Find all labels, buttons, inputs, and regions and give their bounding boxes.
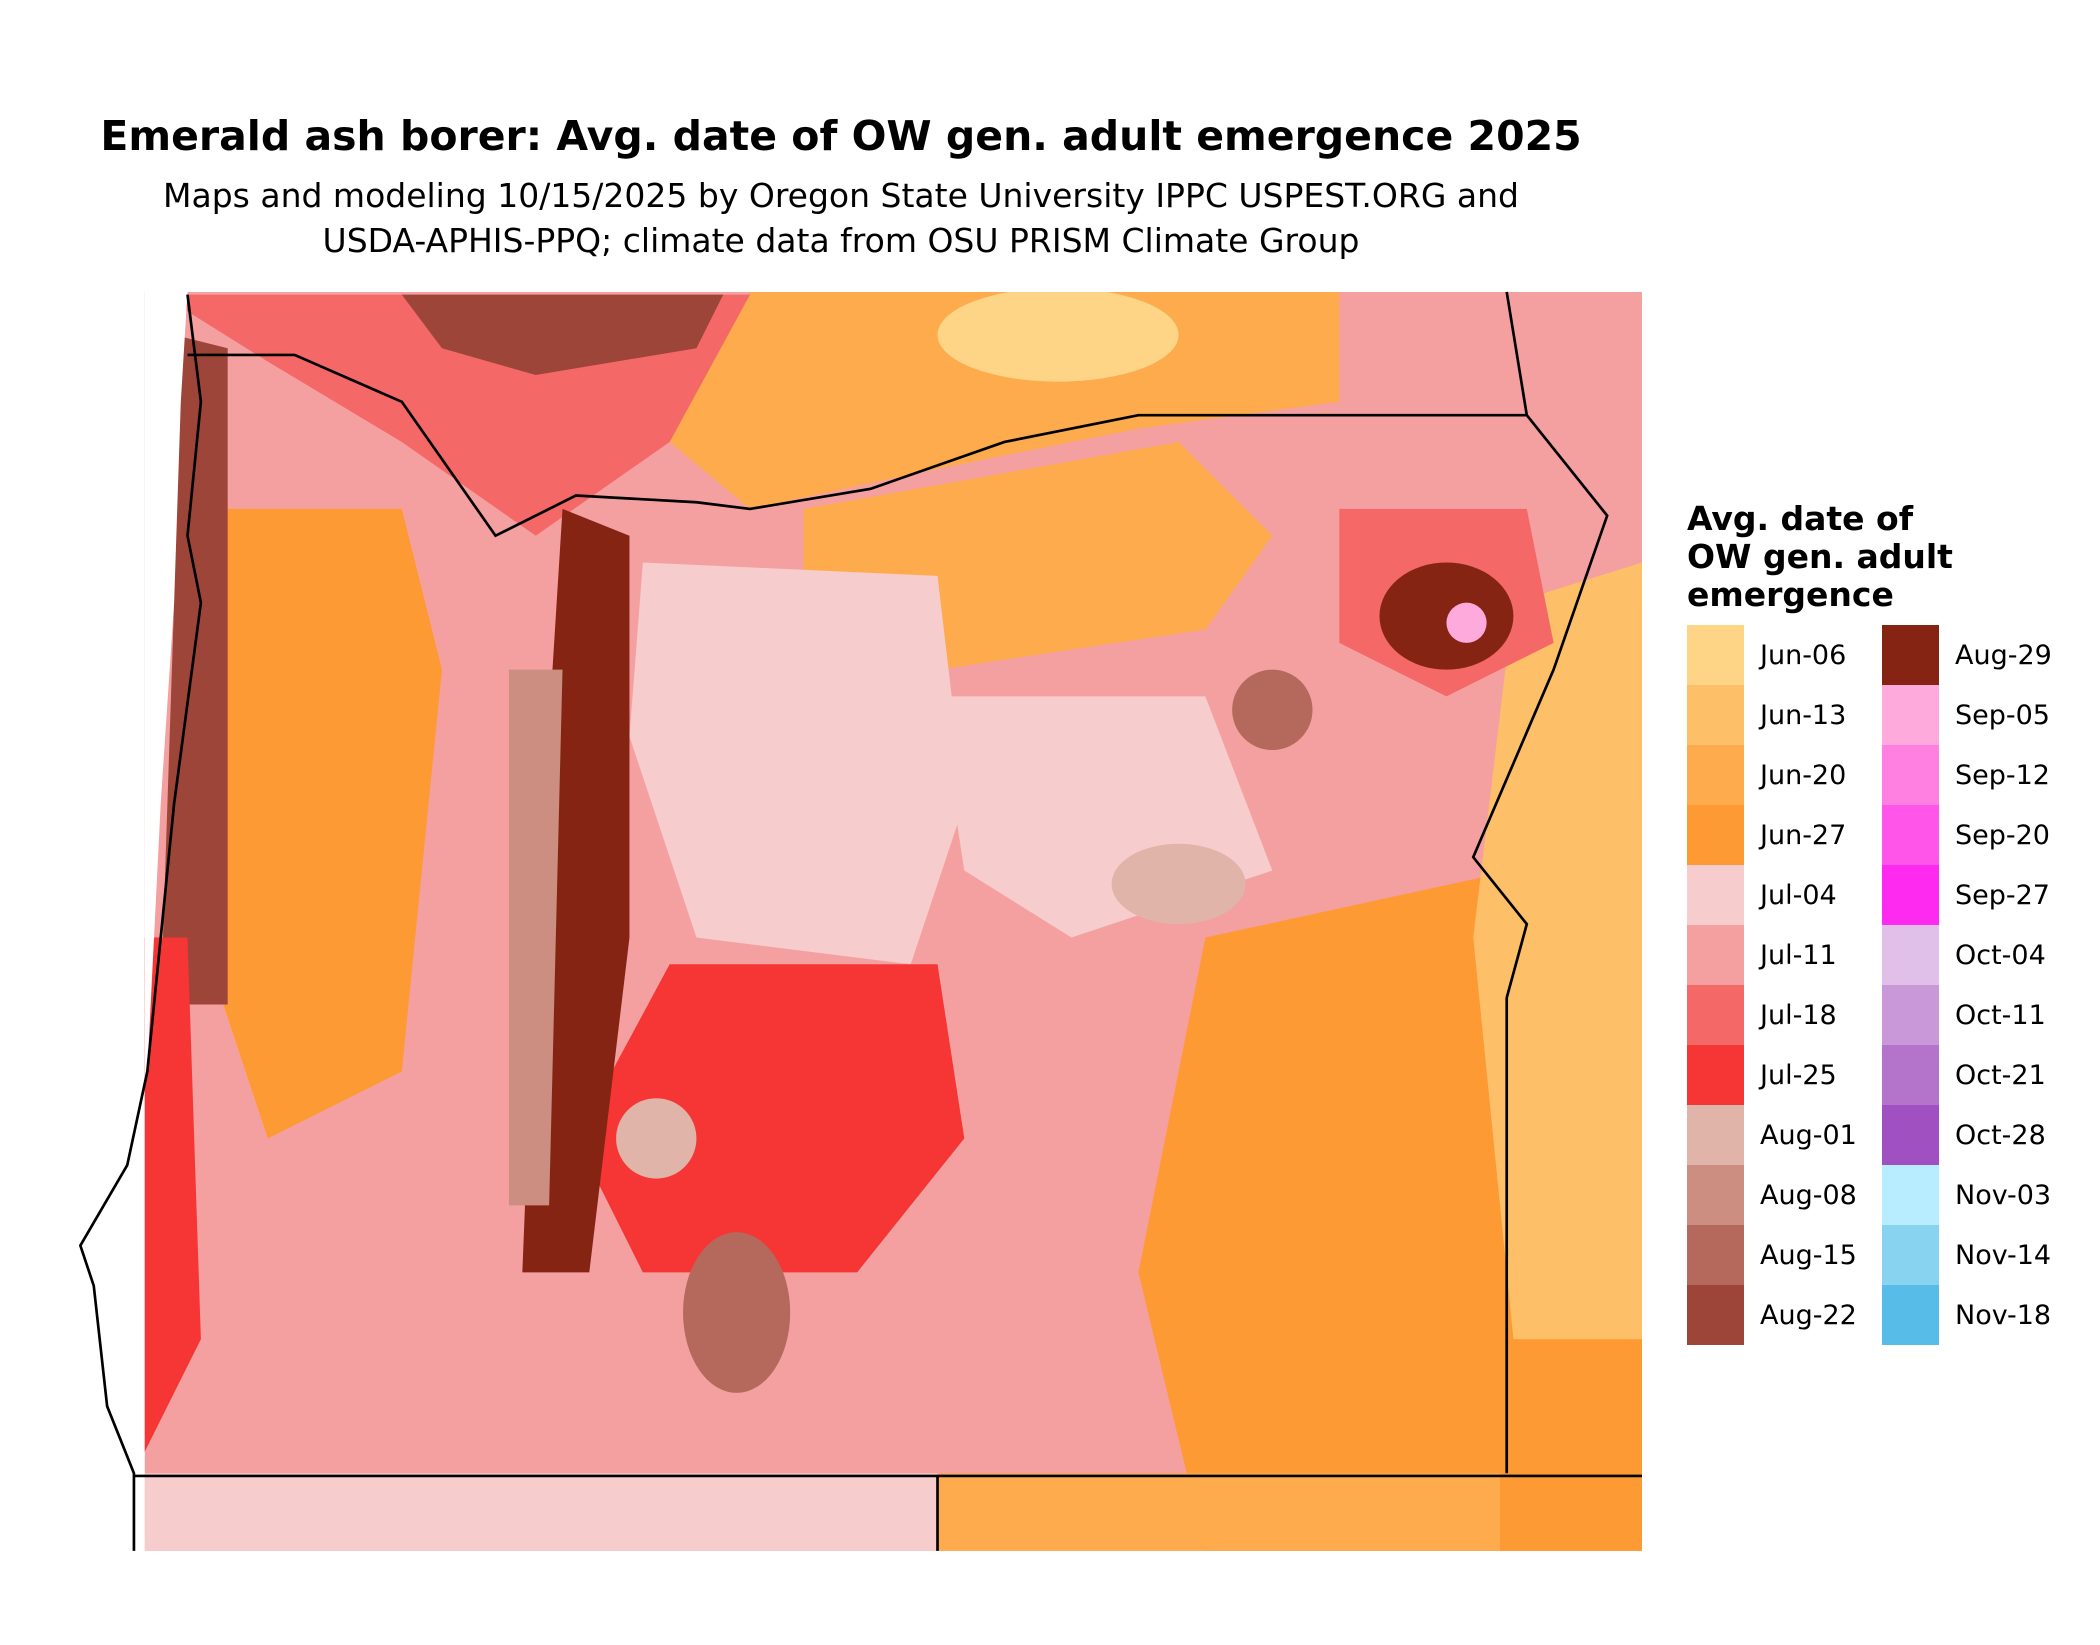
subtitle: Maps and modeling 10/15/2025 by Oregon S… [163, 176, 1519, 215]
legend-label: Nov-14 [1955, 1240, 2051, 1271]
legend-swatch [1687, 745, 1744, 805]
legend-swatch [1882, 865, 1939, 925]
title: Emerald ash borer: Avg. date of OW gen. … [100, 112, 1581, 160]
legend-title: emergence [1687, 575, 1894, 614]
map [78, 291, 1642, 1551]
legend-swatch [1882, 985, 1939, 1045]
legend-swatch [1687, 925, 1744, 985]
legend-label: Jun-06 [1758, 640, 1846, 671]
legend-label: Aug-22 [1760, 1300, 1857, 1331]
legend-label: Aug-01 [1760, 1120, 1857, 1151]
legend-swatch [1882, 1225, 1939, 1285]
legend-swatch [1687, 805, 1744, 865]
legend-swatch [1687, 685, 1744, 745]
legend-label: Oct-21 [1955, 1060, 2046, 1091]
legend-label: Oct-11 [1955, 1000, 2046, 1031]
legend-swatch [1882, 745, 1939, 805]
legend-swatch [1882, 1165, 1939, 1225]
legend-label: Nov-03 [1955, 1180, 2051, 1211]
legend-label: Jun-20 [1758, 760, 1846, 791]
legend-title: OW gen. adult [1687, 537, 1953, 576]
legend: Avg. date of OW gen. adult emergence Jun… [1687, 499, 2052, 1345]
legend-label: Sep-27 [1955, 880, 2050, 911]
legend-label: Oct-04 [1955, 940, 2046, 971]
legend-swatch [1882, 1285, 1939, 1345]
legend-swatch [1687, 1285, 1744, 1345]
legend-label: Nov-18 [1955, 1300, 2051, 1331]
legend-swatch [1687, 625, 1744, 685]
legend-swatch [1882, 685, 1939, 745]
legend-swatch [1687, 1045, 1744, 1105]
legend-label: Oct-28 [1955, 1120, 2046, 1151]
legend-swatch [1687, 1225, 1744, 1285]
legend-label: Aug-15 [1760, 1240, 1857, 1271]
legend-swatch [1687, 1105, 1744, 1165]
legend-label: Sep-12 [1955, 760, 2050, 791]
legend-title: Avg. date of [1687, 499, 1914, 538]
legend-swatch [1882, 1105, 1939, 1165]
legend-label: Jul-18 [1758, 1000, 1837, 1031]
legend-label: Jun-13 [1758, 700, 1846, 731]
legend-label: Jul-04 [1758, 880, 1837, 911]
legend-label: Jul-11 [1758, 940, 1837, 971]
subtitle: USDA-APHIS-PPQ; climate data from OSU PR… [323, 221, 1360, 260]
legend-swatch [1882, 1045, 1939, 1105]
legend-swatch [1687, 1165, 1744, 1225]
legend-label: Jul-25 [1758, 1060, 1837, 1091]
raster [144, 291, 1642, 1551]
boundaries [78, 291, 1642, 1551]
legend-swatch [1687, 985, 1744, 1045]
legend-label: Aug-08 [1760, 1180, 1857, 1211]
legend-label: Aug-29 [1955, 640, 2052, 671]
legend-swatch [1882, 805, 1939, 865]
legend-label: Jun-27 [1758, 820, 1846, 851]
legend-label: Sep-05 [1955, 700, 2050, 731]
legend-swatch [1882, 625, 1939, 685]
legend-label: Sep-20 [1955, 820, 2050, 851]
legend-swatch [1882, 925, 1939, 985]
legend-swatch [1687, 865, 1744, 925]
